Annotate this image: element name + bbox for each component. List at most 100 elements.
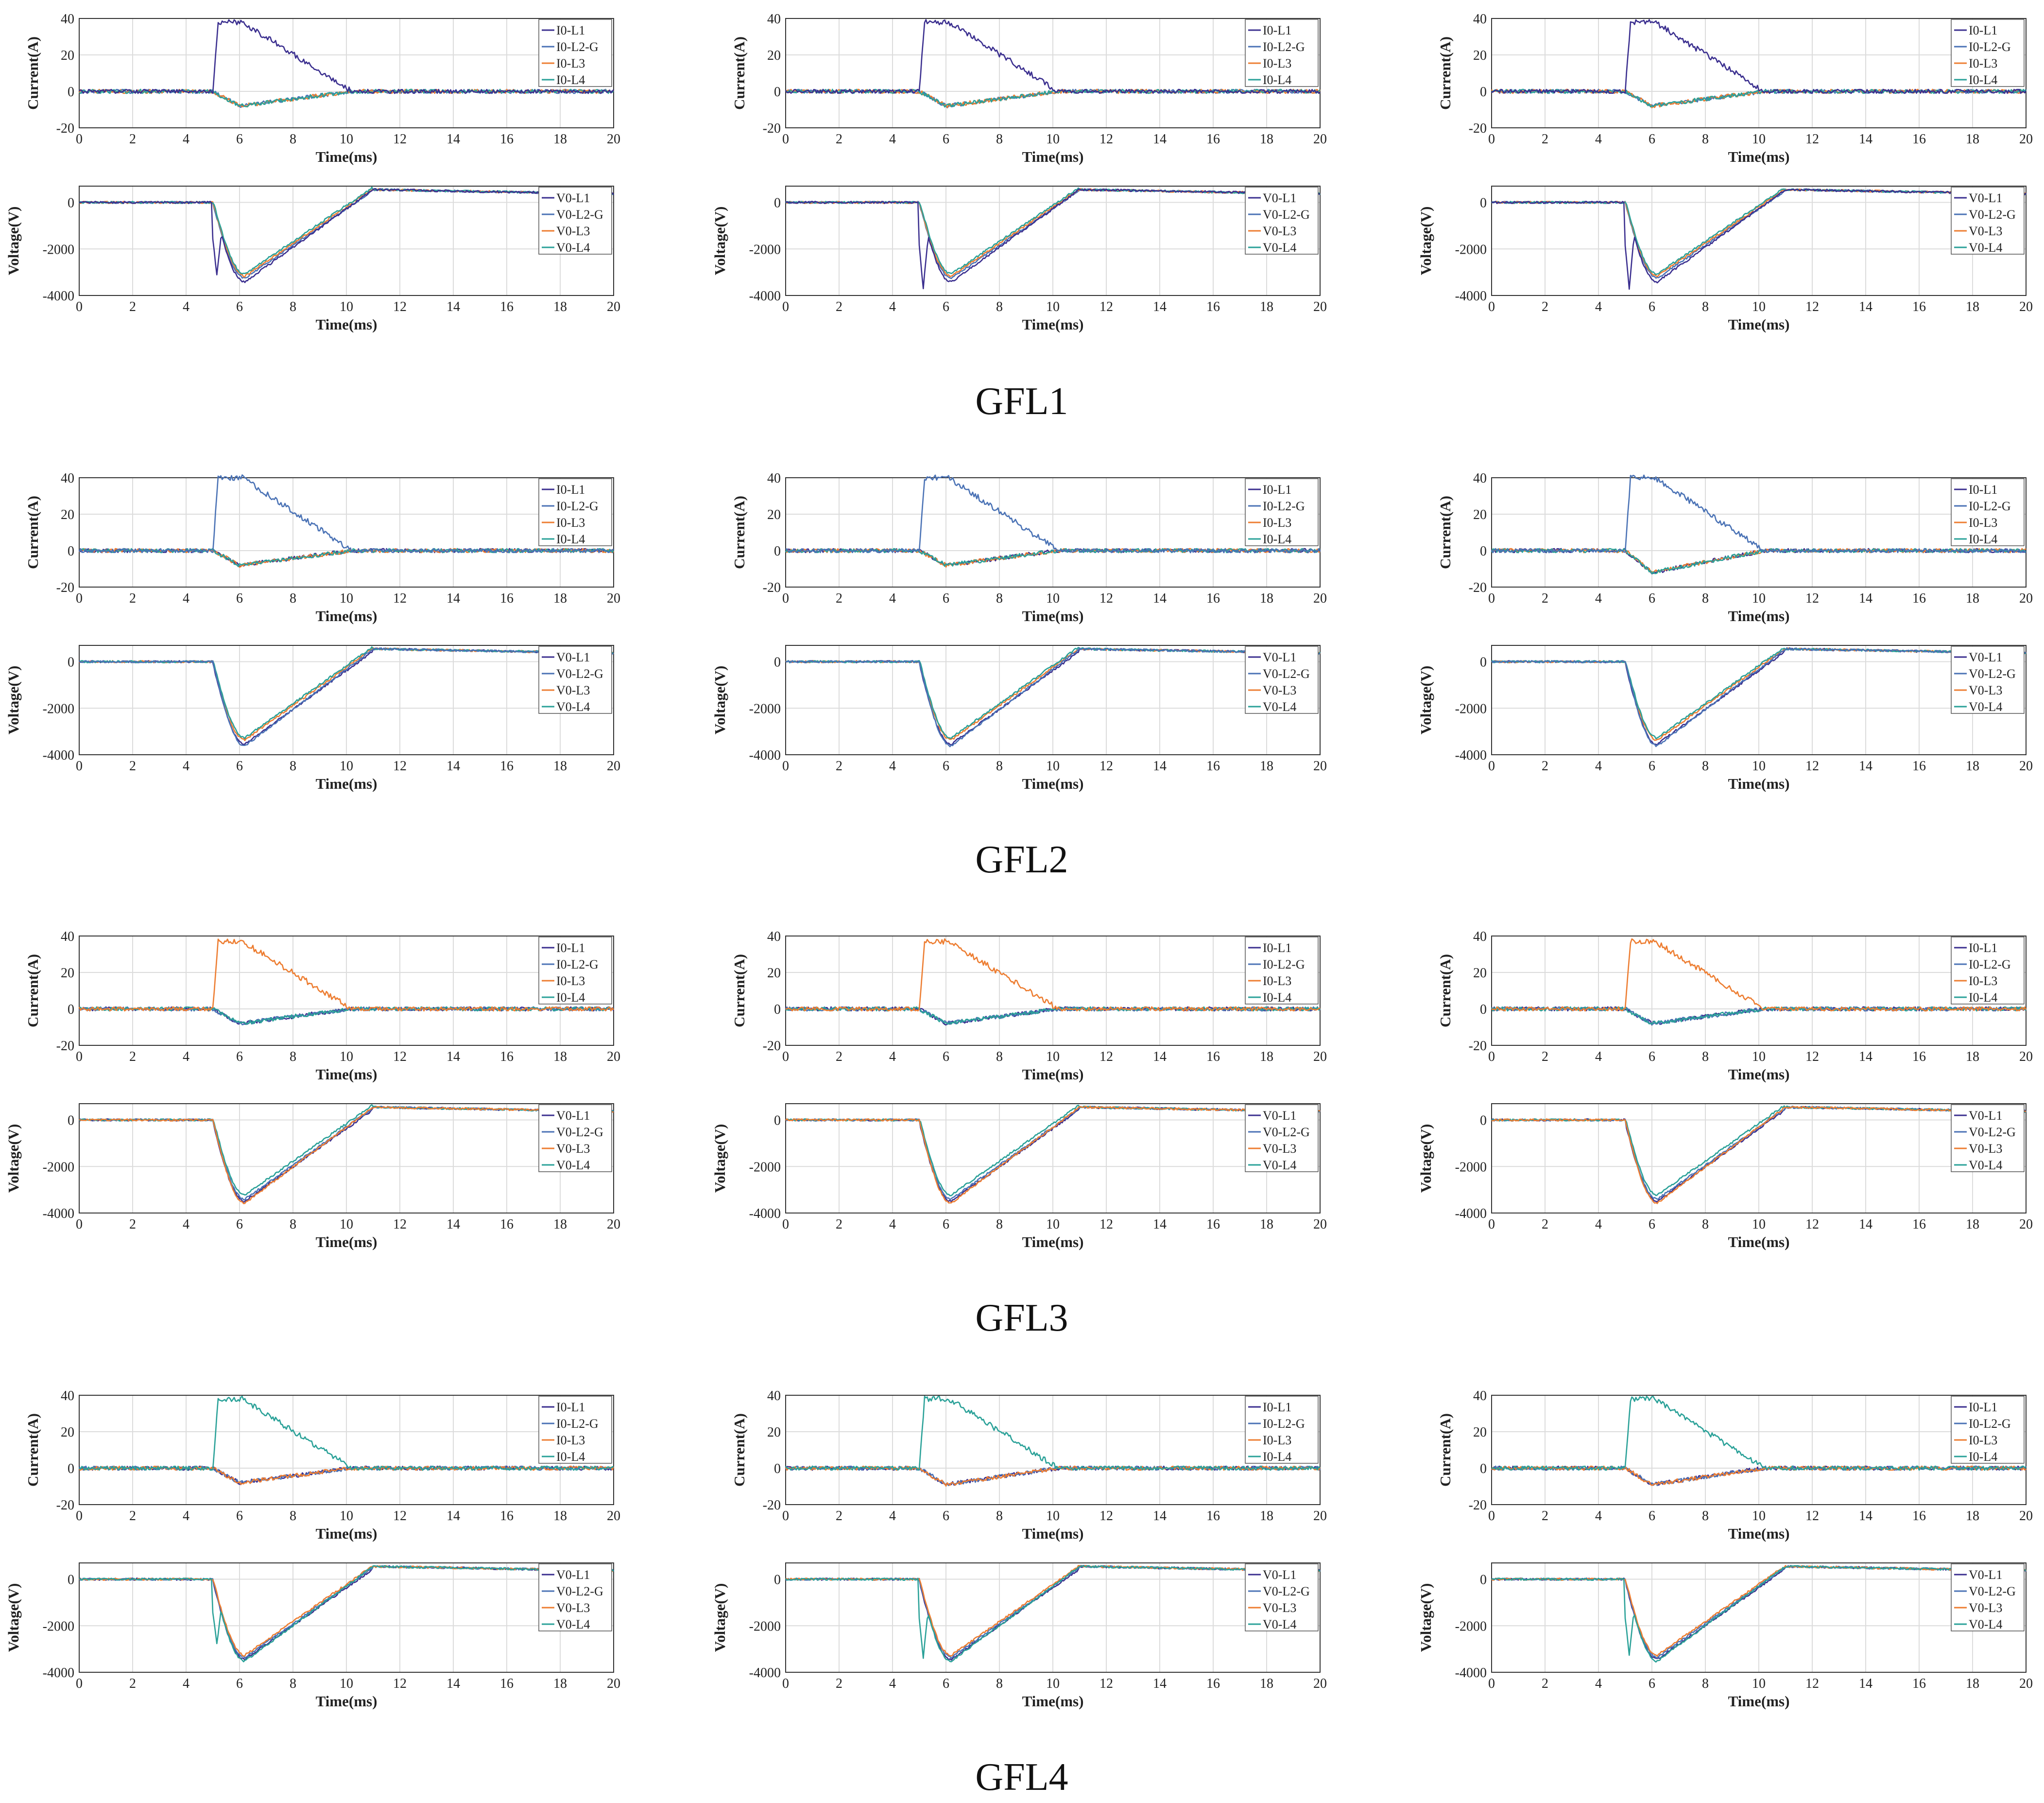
x-tick-label: 8 (996, 1676, 1003, 1691)
x-tick-label: 2 (1542, 1049, 1548, 1064)
x-tick-label: 10 (340, 1508, 353, 1524)
y-tick-label: 0 (774, 85, 781, 100)
x-tick-label: 6 (236, 1508, 243, 1524)
legend-label-l4: V0-L4 (556, 1158, 590, 1172)
x-tick-label: 20 (1313, 1217, 1327, 1232)
y-tick-label: 40 (767, 1388, 781, 1404)
x-tick-label: 10 (340, 1676, 353, 1691)
x-tick-label: 18 (1966, 1676, 1979, 1691)
voltage-chart: 0 2 4 6 8 10 12 14 16 18 20 -4000 -2000 0 Time(ms) Volt… (1417, 1562, 2033, 1710)
x-tick-label: 14 (1153, 1049, 1167, 1064)
x-tick-label: 10 (1752, 1049, 1766, 1064)
x-tick-label: 6 (943, 1508, 949, 1524)
y-axis-label: Voltage(V) (5, 666, 22, 735)
x-tick-label: 10 (1046, 1508, 1060, 1524)
x-tick-label: 2 (836, 132, 842, 147)
y-tick-label: -2000 (1455, 701, 1487, 716)
panel-gfl2-3: 0 2 4 6 8 10 12 14 16 18 20-2002040Time(ms)Current… (1417, 471, 2033, 792)
x-tick-label: 14 (1153, 759, 1167, 774)
x-tick-label: 12 (1099, 299, 1113, 314)
x-tick-label: 8 (996, 759, 1003, 774)
x-tick-label: 14 (447, 1049, 460, 1064)
x-axis-label: Time(ms) (316, 775, 378, 792)
legend-label-l3: I0-L3 (556, 56, 585, 70)
x-tick-label: 20 (1313, 1508, 1327, 1524)
panel-gfl3-3: 0 2 4 6 8 10 12 14 16 18 20-2002040Time(ms)Current… (1417, 929, 2033, 1250)
x-tick-label: 12 (393, 591, 407, 606)
legend-label-l2: V0-L2-G (1969, 667, 2016, 681)
x-tick-label: 16 (1912, 1049, 1926, 1064)
x-tick-label: 14 (447, 132, 460, 147)
panel-gfl4-1: 0 2 4 6 8 10 12 14 16 18 20-2002040Time(ms)Current… (5, 1388, 620, 1710)
x-tick-label: 12 (393, 1676, 407, 1691)
y-axis-label: Current(A) (1437, 1413, 1454, 1487)
y-axis-label: Voltage(V) (1417, 1583, 1434, 1652)
plot-frame (1491, 477, 2027, 588)
plot-frame (1491, 18, 2027, 128)
x-tick-label: 20 (1313, 299, 1327, 314)
plot-frame (1491, 645, 2027, 755)
x-tick-label: 18 (1966, 591, 1979, 606)
x-tick-label: 12 (1805, 759, 1819, 774)
x-tick-label: 16 (500, 1676, 514, 1691)
x-tick-label: 10 (1752, 1217, 1766, 1232)
y-tick-label: 0 (1480, 1002, 1487, 1017)
x-tick-label: 10 (1046, 1049, 1060, 1064)
x-tick-label: 0 (782, 1217, 789, 1232)
plot-frame (79, 1103, 614, 1214)
x-axis-label: Time(ms) (316, 1525, 378, 1542)
x-tick-label: 4 (1595, 591, 1602, 606)
x-tick-label: 0 (1488, 1217, 1495, 1232)
x-axis-label: Time(ms) (1022, 1233, 1084, 1250)
panel-gfl3-1: 0 2 4 6 8 10 12 14 16 18 20-2002040Time(ms)Current… (5, 929, 620, 1250)
legend-label-l4: I0-L4 (1969, 73, 1997, 87)
x-tick-label: 2 (836, 759, 842, 774)
y-tick-label: 0 (1480, 196, 1487, 211)
x-tick-label: 8 (996, 1508, 1003, 1524)
x-tick-label: 2 (836, 1508, 842, 1524)
x-tick-label: 4 (183, 1676, 189, 1691)
x-tick-label: 20 (2019, 591, 2033, 606)
x-tick-label: 12 (1805, 1508, 1819, 1524)
y-tick-label: 0 (774, 1461, 781, 1476)
legend-label-l4: I0-L4 (1969, 532, 1997, 546)
x-tick-label: 16 (500, 299, 514, 314)
x-tick-label: 6 (1649, 1676, 1655, 1691)
y-tick-label: -4000 (1455, 1206, 1487, 1221)
y-tick-label: 0 (1480, 1573, 1487, 1588)
x-tick-label: 14 (1859, 1676, 1872, 1691)
legend-label-l2: I0-L2-G (556, 40, 599, 54)
legend-label-l2: V0-L2-G (1969, 1125, 2016, 1139)
x-tick-label: 12 (1805, 299, 1819, 314)
current-chart: 0 2 4 6 8 10 12 14 16 18 20-2002040Time(ms)Current… (1437, 929, 2033, 1083)
x-axis-label: Time(ms) (316, 607, 378, 624)
x-tick-label: 0 (782, 132, 789, 147)
voltage-chart: 0 2 4 6 8 10 12 14 16 18 20 -4000 -2000 0 Time(ms) Volt… (5, 186, 620, 333)
legend-label-l4: I0-L4 (556, 990, 585, 1005)
x-tick-label: 20 (607, 591, 620, 606)
x-tick-label: 0 (1488, 1049, 1495, 1064)
legend-label-l1: V0-L1 (556, 191, 590, 205)
legend-label-l3: V0-L3 (1969, 1142, 2002, 1156)
x-tick-label: 2 (129, 1508, 136, 1524)
x-tick-label: 14 (1859, 1508, 1872, 1524)
x-tick-label: 6 (1649, 1217, 1655, 1232)
x-tick-label: 2 (1542, 1217, 1548, 1232)
x-tick-label: 8 (1702, 591, 1709, 606)
x-tick-label: 10 (1752, 132, 1766, 147)
x-tick-label: 10 (1752, 1676, 1766, 1691)
voltage-series-l2 (1491, 647, 2027, 747)
current-chart: 0 2 4 6 8 10 12 14 16 18 20-2002040Time(ms)Current… (1437, 1388, 2033, 1542)
legend-label-l1: I0-L1 (1263, 1400, 1291, 1414)
current-series-l3 (785, 938, 1321, 1012)
panel-gfl2-1: 0 2 4 6 8 10 12 14 16 18 20-2002040Time(ms)Current… (5, 471, 620, 792)
voltage-chart: 0 2 4 6 8 10 12 14 16 18 20 -4000 -2000 0 Time(ms) Volt… (711, 1562, 1327, 1710)
x-tick-label: 0 (782, 591, 789, 606)
legend-label-l2: V0-L2-G (1263, 1125, 1310, 1139)
legend-label-l2: I0-L2-G (1969, 1417, 2011, 1431)
legend-label-l1: I0-L1 (1263, 23, 1291, 37)
x-tick-label: 16 (1206, 132, 1220, 147)
plot-frame (785, 1562, 1321, 1673)
legend-label-l2: I0-L2-G (556, 499, 599, 513)
x-tick-label: 20 (607, 299, 620, 314)
